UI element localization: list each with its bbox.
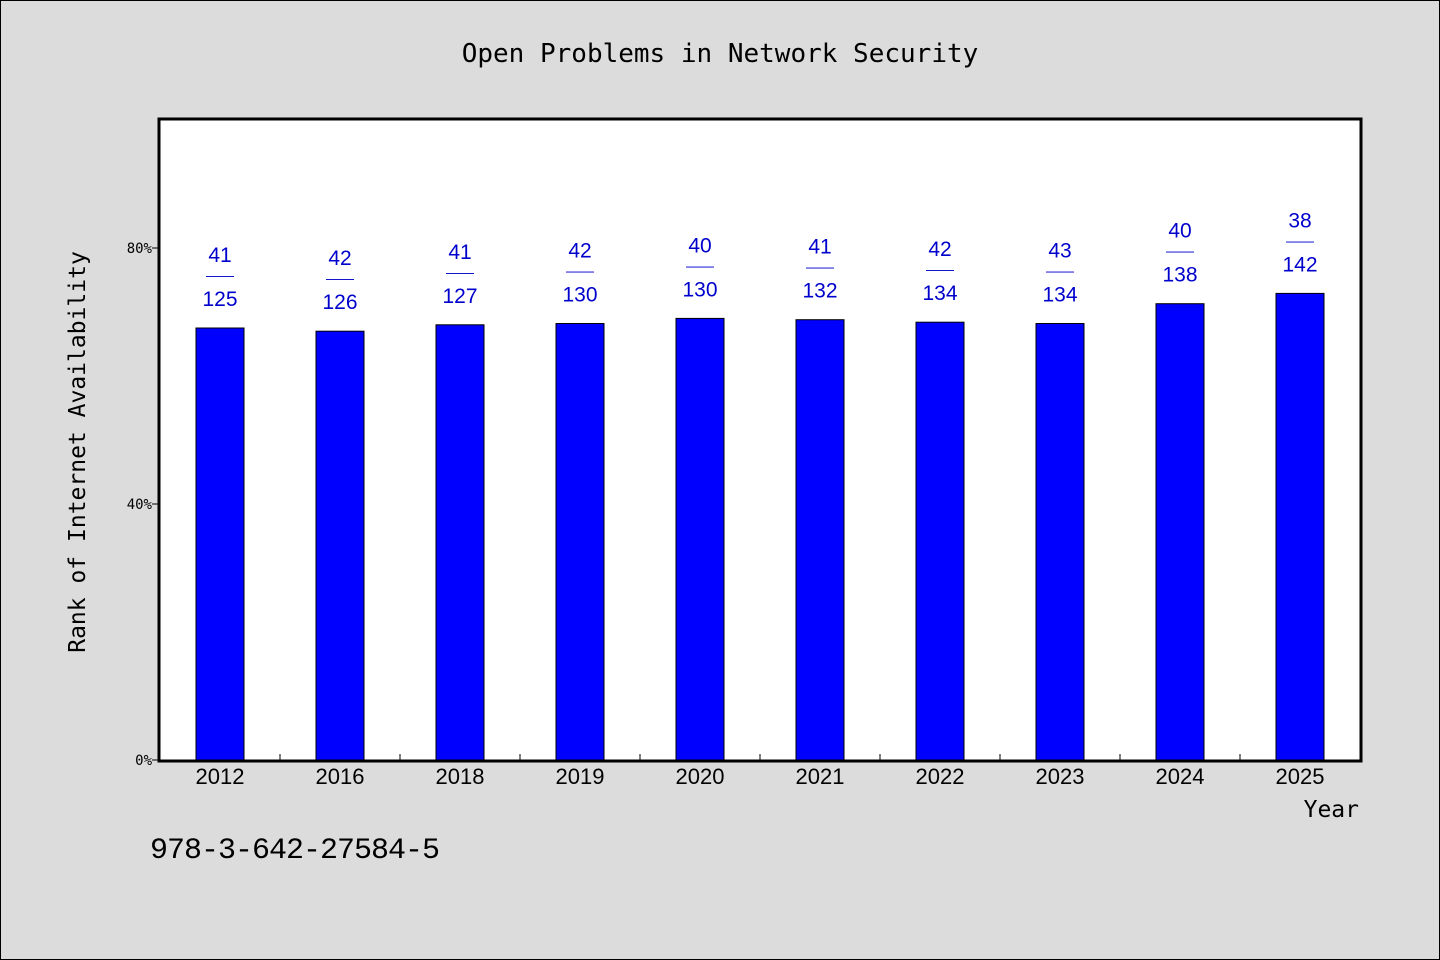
data-label-separator-2023: —— bbox=[1046, 263, 1074, 279]
bar-2022 bbox=[915, 321, 965, 761]
y-tick-label-40: 40% bbox=[127, 497, 153, 513]
bar-2024 bbox=[1155, 303, 1205, 761]
chart-title: Open Problems in Network Security bbox=[462, 39, 979, 69]
data-label-top-2020: 40 bbox=[688, 234, 711, 257]
data-label-bottom-2024: 138 bbox=[1162, 264, 1197, 287]
data-label-top-2018: 41 bbox=[448, 241, 471, 264]
x-axis-label: Year bbox=[1304, 797, 1359, 823]
x-axis: 2012 2016 2018 2019 2020 2021 2022 2023 2024 2025 bbox=[196, 754, 1325, 789]
x-tick-label-2019: 2019 bbox=[556, 764, 605, 789]
data-label-bottom-2023: 134 bbox=[1042, 284, 1077, 307]
data-label-separator-2020: —— bbox=[686, 257, 714, 273]
bars-group bbox=[195, 292, 1325, 761]
bar-2025 bbox=[1275, 292, 1325, 761]
x-tick-label-2020: 2020 bbox=[676, 764, 725, 789]
data-label-separator-2019: —— bbox=[566, 263, 594, 279]
data-label-separator-2016: —— bbox=[326, 270, 354, 286]
data-label-separator-2022: —— bbox=[926, 261, 954, 277]
data-labels-group: 41——12542——12641——12742——13040——13041——1… bbox=[202, 209, 1317, 314]
data-label-top-2025: 38 bbox=[1288, 209, 1311, 232]
x-tick-label-2012: 2012 bbox=[196, 764, 245, 789]
data-label-separator-2018: —— bbox=[446, 264, 474, 280]
x-tick-label-2018: 2018 bbox=[436, 764, 485, 789]
x-tick-label-2022: 2022 bbox=[916, 764, 965, 789]
data-label-bottom-2012: 125 bbox=[202, 288, 237, 311]
bar-2021 bbox=[795, 319, 845, 761]
x-tick-label-2021: 2021 bbox=[796, 764, 845, 789]
data-label-bottom-2016: 126 bbox=[322, 291, 357, 314]
data-label-bottom-2022: 134 bbox=[922, 282, 957, 305]
y-tick-label-0: 0% bbox=[135, 753, 152, 769]
data-label-separator-2024: —— bbox=[1166, 243, 1194, 259]
y-axis: 0% 40% 80% bbox=[127, 241, 160, 769]
data-label-bottom-2018: 127 bbox=[442, 285, 477, 308]
data-label-bottom-2019: 130 bbox=[562, 284, 597, 307]
data-label-bottom-2020: 130 bbox=[682, 278, 717, 301]
data-label-separator-2012: —— bbox=[206, 267, 234, 283]
x-tick-label-2016: 2016 bbox=[316, 764, 365, 789]
y-axis-label: Rank of Internet Availability bbox=[65, 251, 91, 653]
data-label-top-2021: 41 bbox=[808, 236, 831, 259]
data-label-bottom-2025: 142 bbox=[1282, 253, 1317, 276]
data-label-bottom-2021: 132 bbox=[802, 280, 837, 303]
data-label-top-2022: 42 bbox=[928, 238, 951, 261]
data-label-top-2012: 41 bbox=[208, 244, 231, 267]
data-label-top-2016: 42 bbox=[328, 247, 351, 270]
bar-2020 bbox=[675, 317, 725, 761]
data-label-top-2019: 42 bbox=[568, 240, 591, 263]
bar-2023 bbox=[1035, 323, 1085, 761]
isbn-label: 978-3-642-27584-5 bbox=[150, 834, 440, 868]
data-label-top-2023: 43 bbox=[1048, 240, 1071, 263]
bar-2016 bbox=[315, 330, 365, 761]
x-tick-label-2023: 2023 bbox=[1036, 764, 1085, 789]
x-tick-label-2025: 2025 bbox=[1276, 764, 1325, 789]
bar-2012 bbox=[195, 327, 245, 761]
data-label-top-2024: 40 bbox=[1168, 220, 1191, 243]
data-label-separator-2021: —— bbox=[806, 259, 834, 275]
y-tick-label-80: 80% bbox=[127, 241, 153, 257]
x-tick-label-2024: 2024 bbox=[1156, 764, 1205, 789]
bar-2019 bbox=[555, 323, 605, 761]
bar-2018 bbox=[435, 324, 485, 761]
data-label-separator-2025: —— bbox=[1286, 232, 1314, 248]
